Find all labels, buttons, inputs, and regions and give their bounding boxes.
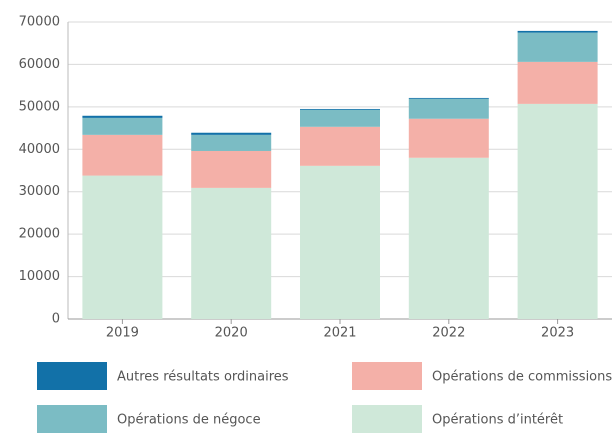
legend-swatch [352, 362, 422, 390]
x-tick-label: 2022 [432, 326, 465, 341]
bar-segment [191, 134, 272, 151]
legend-label: Opérations de commissions [432, 370, 612, 385]
y-tick-label: 40000 [19, 142, 60, 157]
bar-segment [191, 150, 272, 188]
bar-segment [300, 165, 380, 319]
y-tick-label: 30000 [19, 184, 60, 199]
legend-swatch [352, 405, 422, 433]
y-tick-label: 10000 [19, 269, 60, 284]
legend-label: Autres résultats ordinaires [117, 370, 289, 385]
legend-label: Opérations de négoce [117, 413, 261, 428]
legend-swatch [37, 405, 107, 433]
bar-segment [82, 175, 163, 319]
bar-segment [191, 187, 272, 319]
y-tick-label: 70000 [19, 15, 60, 30]
x-tick-label: 2023 [541, 326, 574, 341]
bar-segment [82, 134, 163, 176]
y-tick-label: 0 [52, 312, 60, 327]
x-tick-label: 2021 [323, 326, 356, 341]
y-tick-label: 20000 [19, 227, 60, 242]
legend-label: Opérations d’intérêt [432, 413, 563, 428]
bar-segment [517, 32, 598, 62]
bar-segment [517, 103, 598, 319]
bar-segment [517, 30, 598, 33]
bar-segment [300, 126, 380, 166]
x-tick-label: 2019 [106, 326, 139, 341]
bar-segment [408, 118, 489, 158]
y-tick-label: 60000 [19, 57, 60, 72]
bar-segment [408, 98, 489, 119]
bar-segment [408, 157, 489, 319]
bar-segment [300, 109, 380, 127]
bar-segment [300, 108, 380, 110]
bar-segment [408, 97, 489, 99]
bar-segment [82, 115, 163, 118]
legend-swatch [37, 362, 107, 390]
bar-segment [191, 132, 272, 135]
bar-segment [82, 117, 163, 135]
bar-segment [517, 61, 598, 104]
y-tick-label: 50000 [19, 99, 60, 114]
x-tick-label: 2020 [215, 326, 248, 341]
